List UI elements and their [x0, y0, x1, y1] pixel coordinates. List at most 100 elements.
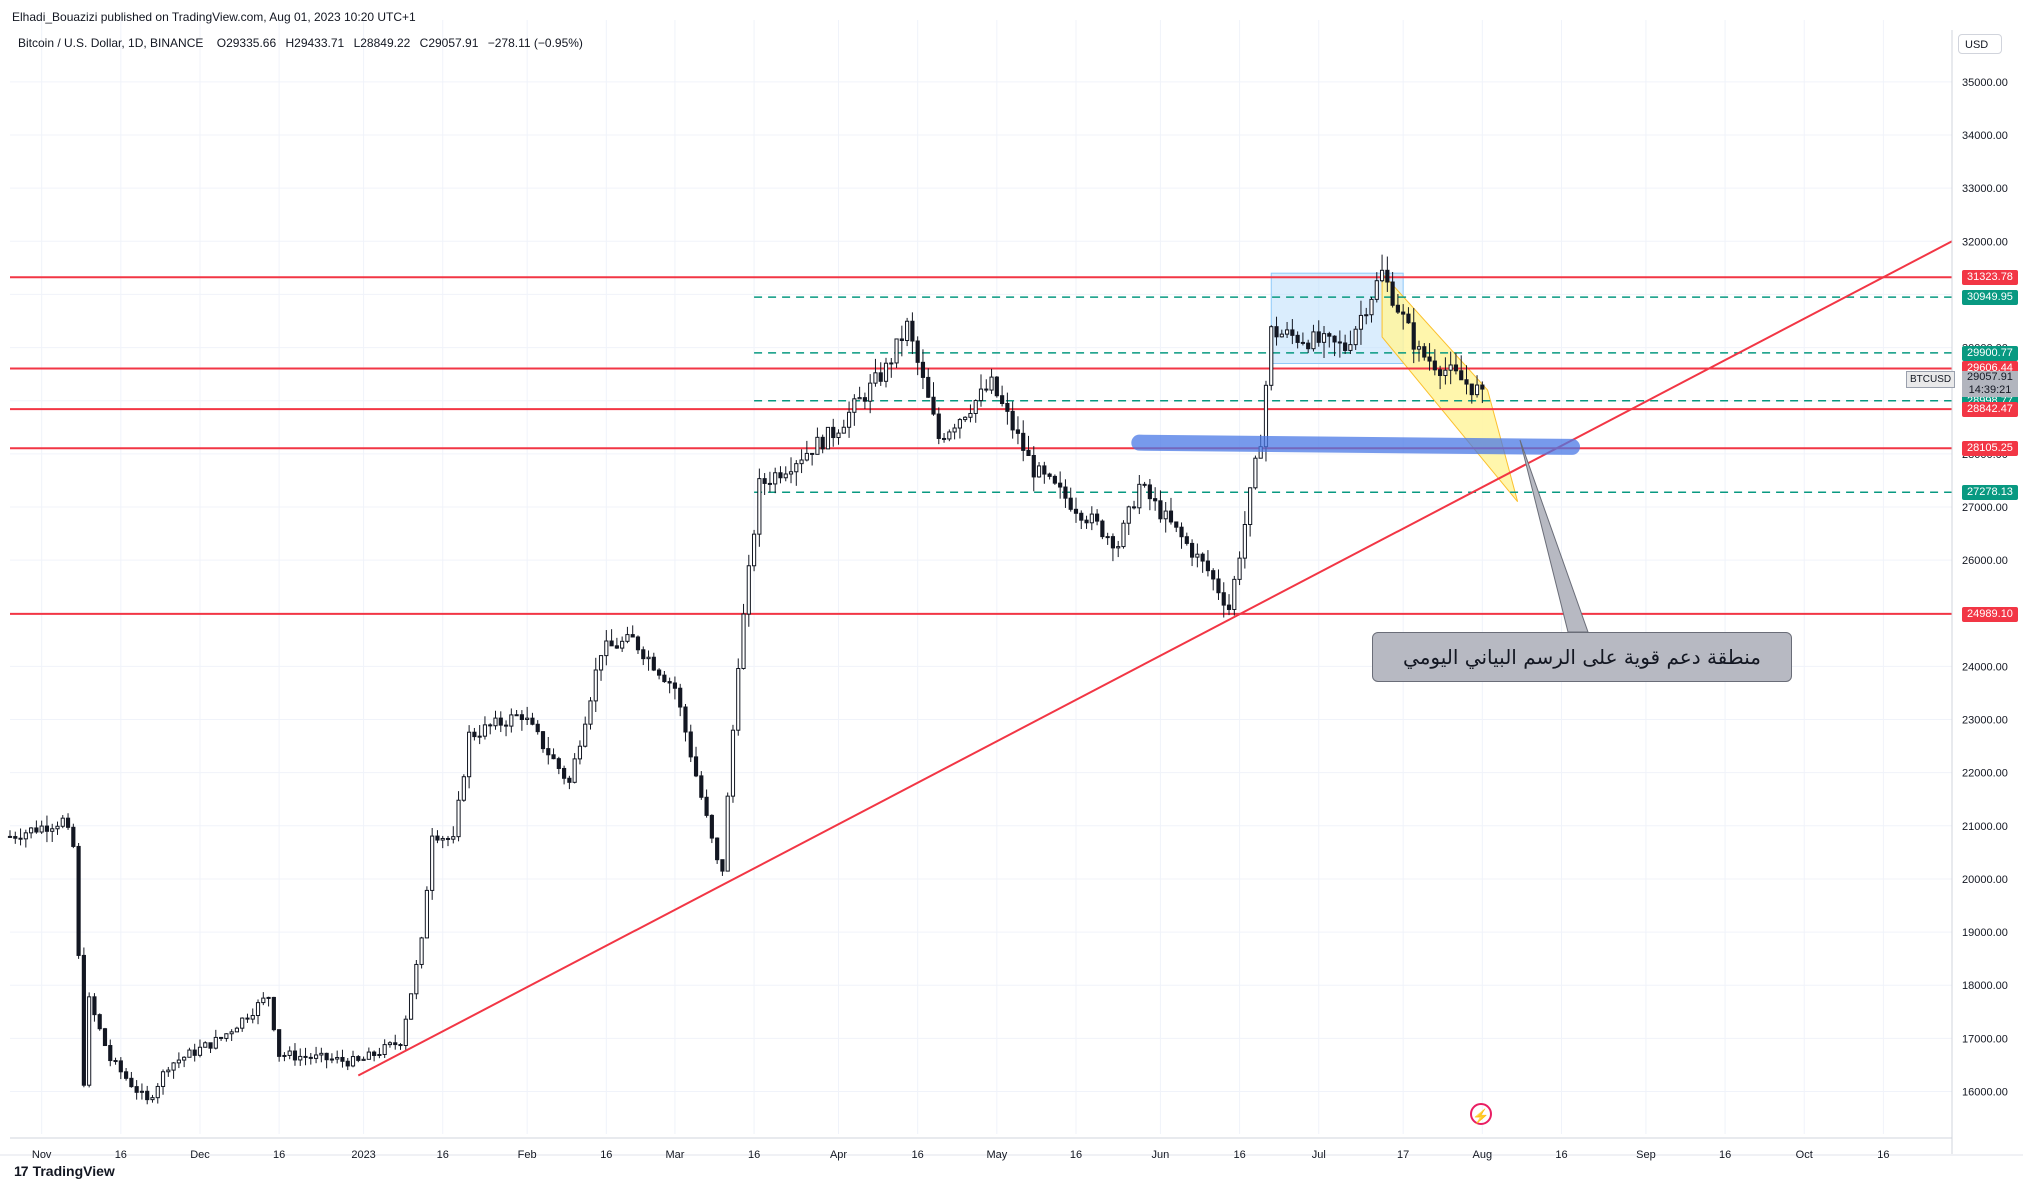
candle-down — [936, 413, 941, 439]
candle-down — [1274, 326, 1279, 338]
time-tick-label: 17 — [1397, 1149, 1409, 1161]
candle-down — [1427, 356, 1432, 362]
time-tick-label: 16 — [115, 1149, 127, 1161]
candle-down — [118, 1060, 123, 1073]
candle-up — [1163, 510, 1168, 520]
price-tick-label: 16000.00 — [1962, 1086, 2008, 1098]
price-tick-label: 19000.00 — [1962, 927, 2008, 939]
candle-down — [562, 767, 567, 779]
candle-down — [1332, 335, 1337, 343]
candle-up — [815, 436, 820, 455]
candle-down — [778, 472, 783, 479]
candle-up — [1253, 457, 1258, 489]
flash-icon[interactable]: ⚡ — [1470, 1103, 1492, 1125]
time-tick-label: 16 — [748, 1149, 760, 1161]
candle-down — [134, 1086, 139, 1093]
candle-down — [651, 656, 656, 671]
price-tick-label: 18000.00 — [1962, 980, 2008, 992]
candle-down — [1079, 512, 1084, 521]
candle-down — [1438, 369, 1443, 377]
candle-down — [208, 1042, 213, 1049]
candle-up — [203, 1042, 208, 1048]
candle-up — [577, 745, 583, 760]
time-tick-label: Jun — [1152, 1149, 1170, 1161]
candle-down — [124, 1071, 129, 1079]
candle-up — [1353, 328, 1358, 346]
candle-down — [1469, 383, 1474, 396]
candle-down — [1453, 364, 1459, 372]
time-tick-label: Mar — [665, 1149, 684, 1161]
candle-up — [883, 362, 889, 382]
candle-up — [451, 836, 456, 840]
candle-down — [878, 372, 883, 382]
candle-up — [1116, 546, 1121, 549]
candle-down — [831, 426, 836, 439]
tradingview-logo-icon: 17 — [14, 1163, 29, 1179]
candle-down — [1327, 333, 1332, 337]
candle-down — [1200, 553, 1205, 562]
candle-up — [1126, 506, 1131, 524]
candle-down — [1158, 500, 1163, 520]
candle-up — [973, 400, 978, 414]
candle-up — [403, 1018, 408, 1046]
ohlc-high: 29433.71 — [294, 36, 345, 50]
candle-up — [1369, 298, 1374, 316]
candle-down — [1205, 560, 1211, 572]
candle-down — [635, 636, 641, 651]
candle-up — [456, 799, 461, 838]
candle-up — [804, 452, 809, 461]
candle-down — [1153, 498, 1158, 502]
time-tick-label: 16 — [600, 1149, 612, 1161]
candle-down — [1047, 473, 1052, 477]
candle-down — [926, 376, 931, 398]
candle-down — [34, 827, 39, 833]
candle-down — [915, 340, 920, 363]
candle-down — [920, 361, 926, 378]
candle-up — [182, 1056, 187, 1061]
candle-down — [1464, 379, 1469, 385]
candle-up — [467, 731, 472, 778]
candle-up — [868, 382, 873, 402]
candle-up — [361, 1058, 366, 1061]
candle-up — [598, 655, 604, 671]
candle-up — [1379, 269, 1385, 282]
candle-down — [324, 1052, 329, 1061]
candle-up — [625, 634, 630, 642]
candle-down — [1306, 342, 1311, 350]
candle-down — [488, 724, 493, 727]
currency-button[interactable]: USD — [1958, 34, 2002, 54]
candle-down — [767, 482, 772, 485]
candle-up — [287, 1050, 292, 1056]
candle-down — [551, 754, 556, 760]
candle-down — [1010, 410, 1015, 431]
candle-down — [1459, 370, 1464, 381]
candle-up — [1248, 487, 1253, 525]
candle-down — [762, 478, 767, 484]
candle-down — [672, 682, 678, 689]
candle-down — [678, 687, 683, 708]
candle-down — [1026, 449, 1031, 456]
candle-up — [1242, 523, 1247, 559]
time-tick-label: 16 — [1719, 1149, 1731, 1161]
candle-up — [234, 1027, 240, 1033]
candle-up — [952, 427, 957, 433]
candle-up — [424, 889, 429, 939]
candle-down — [18, 837, 23, 840]
candle-up — [746, 565, 751, 615]
ascending-trendline — [357, 240, 1953, 1077]
candle-down — [1068, 497, 1073, 510]
candle-down — [546, 748, 551, 756]
candle-up — [250, 1015, 255, 1020]
candle-up — [1089, 513, 1094, 524]
price-level-label: 30949.95 — [1962, 290, 2018, 306]
candle-down — [271, 996, 276, 1031]
price-series — [7, 254, 1485, 1105]
tradingview-logo[interactable]: 17 TradingView — [14, 1163, 115, 1179]
candle-down — [97, 1014, 102, 1030]
candle-down — [704, 796, 709, 816]
time-tick-label: 16 — [912, 1149, 924, 1161]
candle-up — [414, 963, 419, 995]
candle-down — [1432, 360, 1437, 371]
candle-down — [1226, 604, 1232, 610]
